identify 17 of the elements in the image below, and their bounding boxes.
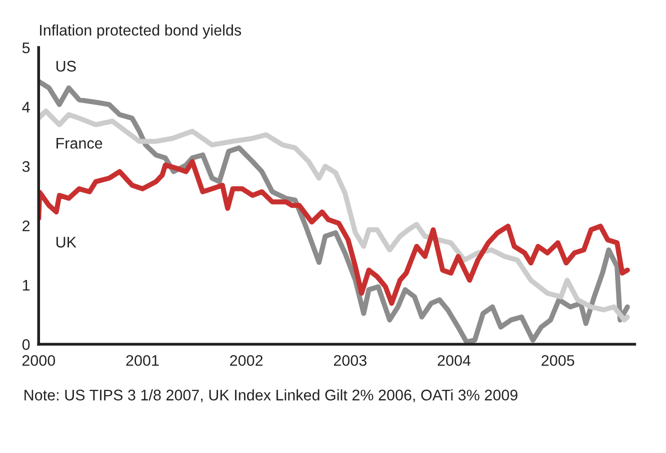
- y-tick-label: 5: [22, 42, 30, 54]
- series-label: US: [56, 60, 76, 72]
- y-tick-label: 4: [22, 102, 30, 112]
- y-tick-label: 0: [22, 339, 30, 350]
- y-tick-label: 1: [22, 280, 30, 290]
- x-tick-label: 2003: [334, 355, 366, 366]
- series-label: UK: [56, 236, 76, 248]
- x-tick-label: 2004: [438, 355, 471, 366]
- x-tick-label: 2005: [542, 355, 574, 366]
- chart-title: Inflation protected bond yields: [40, 24, 242, 39]
- x-tick-label: 2000: [22, 355, 56, 366]
- series-label: France: [56, 138, 102, 149]
- text: Note: US TIPS 3 1/8 2007, UK Index Linked Gilt 2% 2006, OATi 3% 2009: [24, 389, 518, 402]
- y-tick-label: 2: [22, 220, 30, 232]
- x-tick-label: 2001: [126, 355, 159, 366]
- x-tick-label: 2002: [230, 355, 263, 366]
- y-tick-label: 3: [22, 161, 30, 172]
